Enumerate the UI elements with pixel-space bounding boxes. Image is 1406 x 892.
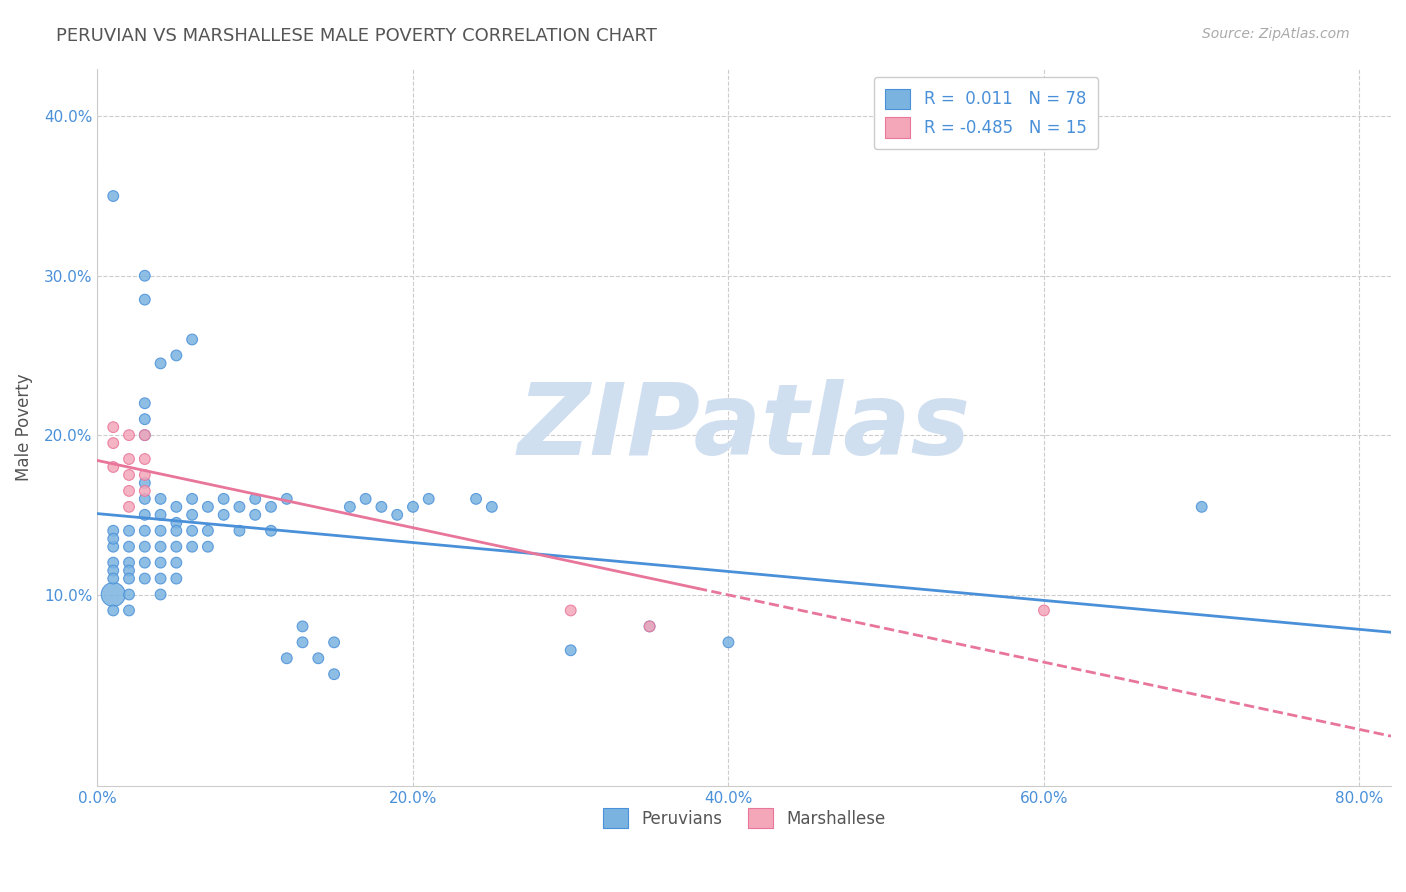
Point: [103, 603, 125, 617]
Point: [638, 619, 661, 633]
Point: [103, 189, 125, 203]
Point: [307, 651, 329, 665]
Point: [165, 572, 187, 586]
Point: [276, 491, 298, 506]
Point: [165, 540, 187, 554]
Point: [134, 572, 156, 586]
Y-axis label: Male Poverty: Male Poverty: [15, 374, 32, 481]
Point: [134, 428, 156, 442]
Point: [291, 619, 314, 633]
Point: [103, 540, 125, 554]
Point: [134, 483, 156, 498]
Point: [134, 268, 156, 283]
Text: ZIPatlas: ZIPatlas: [517, 378, 970, 475]
Point: [197, 500, 219, 514]
Point: [149, 556, 172, 570]
Point: [149, 572, 172, 586]
Point: [418, 491, 440, 506]
Point: [118, 524, 141, 538]
Point: [291, 635, 314, 649]
Point: [165, 500, 187, 514]
Point: [1033, 603, 1056, 617]
Point: [118, 483, 141, 498]
Point: [260, 524, 283, 538]
Point: [181, 333, 204, 347]
Point: [134, 540, 156, 554]
Point: [717, 635, 740, 649]
Point: [181, 540, 204, 554]
Point: [118, 556, 141, 570]
Point: [165, 348, 187, 362]
Point: [118, 564, 141, 578]
Point: [134, 452, 156, 467]
Point: [118, 603, 141, 617]
Point: [103, 524, 125, 538]
Point: [481, 500, 503, 514]
Point: [134, 491, 156, 506]
Point: [197, 524, 219, 538]
Legend: Peruvians, Marshallese: Peruvians, Marshallese: [596, 801, 891, 835]
Point: [465, 491, 488, 506]
Point: [560, 603, 582, 617]
Point: [212, 508, 235, 522]
Point: [134, 293, 156, 307]
Point: [134, 556, 156, 570]
Point: [149, 508, 172, 522]
Point: [181, 524, 204, 538]
Point: [181, 508, 204, 522]
Point: [134, 412, 156, 426]
Point: [560, 643, 582, 657]
Point: [149, 356, 172, 370]
Point: [118, 467, 141, 482]
Point: [354, 491, 377, 506]
Point: [103, 436, 125, 450]
Point: [1191, 500, 1213, 514]
Point: [165, 556, 187, 570]
Point: [134, 428, 156, 442]
Point: [323, 667, 346, 681]
Point: [197, 540, 219, 554]
Point: [245, 508, 267, 522]
Point: [402, 500, 425, 514]
Point: [149, 524, 172, 538]
Point: [245, 491, 267, 506]
Point: [181, 491, 204, 506]
Point: [323, 635, 346, 649]
Point: [103, 587, 125, 601]
Point: [149, 587, 172, 601]
Point: [276, 651, 298, 665]
Point: [134, 524, 156, 538]
Point: [370, 500, 392, 514]
Point: [149, 540, 172, 554]
Point: [149, 491, 172, 506]
Point: [103, 564, 125, 578]
Text: Source: ZipAtlas.com: Source: ZipAtlas.com: [1202, 27, 1350, 41]
Point: [118, 587, 141, 601]
Point: [103, 556, 125, 570]
Point: [638, 619, 661, 633]
Point: [165, 524, 187, 538]
Point: [134, 467, 156, 482]
Point: [118, 452, 141, 467]
Point: [134, 475, 156, 490]
Point: [228, 500, 250, 514]
Point: [118, 428, 141, 442]
Point: [165, 516, 187, 530]
Point: [339, 500, 361, 514]
Point: [228, 524, 250, 538]
Point: [103, 532, 125, 546]
Point: [134, 396, 156, 410]
Point: [118, 500, 141, 514]
Point: [103, 460, 125, 475]
Point: [385, 508, 408, 522]
Point: [212, 491, 235, 506]
Point: [260, 500, 283, 514]
Point: [103, 420, 125, 434]
Point: [103, 572, 125, 586]
Point: [134, 508, 156, 522]
Text: PERUVIAN VS MARSHALLESE MALE POVERTY CORRELATION CHART: PERUVIAN VS MARSHALLESE MALE POVERTY COR…: [56, 27, 657, 45]
Point: [118, 540, 141, 554]
Point: [118, 572, 141, 586]
